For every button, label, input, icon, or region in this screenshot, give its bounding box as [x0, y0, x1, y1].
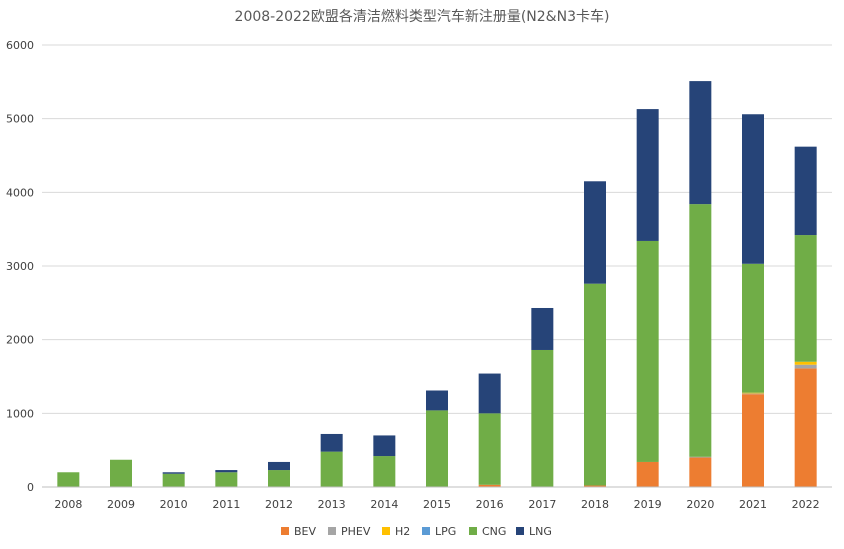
bar-segment-cng-2015 — [426, 410, 448, 487]
legend-label-h2: H2 — [395, 525, 410, 538]
legend-swatch-lpg — [422, 527, 430, 535]
x-tick-label: 2014 — [370, 498, 398, 511]
bar-segment-h2-2021 — [742, 392, 764, 394]
legend-label-lpg: LPG — [435, 525, 456, 538]
y-tick-label: 2000 — [6, 334, 34, 347]
bar-segment-cng-2009 — [110, 459, 132, 487]
x-tick-label: 2010 — [160, 498, 188, 511]
y-tick-label: 6000 — [6, 39, 34, 52]
bar-segment-bev-2018 — [584, 485, 606, 487]
bar-segment-cng-2012 — [268, 470, 290, 487]
bar-segment-lng-2016 — [478, 373, 501, 414]
legend-swatch-phev — [328, 527, 336, 535]
bar-segment-bev-2019 — [636, 461, 659, 487]
x-tick-label: 2011 — [212, 498, 240, 511]
chart-title: 2008-2022欧盟各清洁燃料类型汽车新注册量(N2&N3卡车) — [235, 8, 610, 25]
bar-segment-phev-2022 — [794, 364, 817, 369]
bar-segment-cng-2021 — [742, 263, 764, 393]
legend-swatch-h2 — [382, 527, 390, 535]
bar-segment-cng-2016 — [478, 413, 501, 485]
y-tick-label: 4000 — [6, 186, 34, 199]
bar-segment-lng-2012 — [268, 461, 290, 471]
bar-segment-cng-2018 — [584, 283, 606, 486]
legend-swatch-lng — [516, 527, 524, 535]
y-tick-label: 3000 — [6, 260, 34, 273]
legend: BEV PHEV H2 LPG CNG LNG — [281, 525, 552, 538]
bar-segment-cng-2010 — [162, 473, 185, 487]
x-tick-label: 2015 — [423, 498, 451, 511]
gridlines — [42, 44, 832, 414]
bar-segment-lng-2015 — [426, 390, 448, 411]
bar-segment-bev-2021 — [742, 394, 764, 487]
legend-swatch-bev — [281, 527, 289, 535]
x-tick-label: 2018 — [581, 498, 609, 511]
x-tick-label: 2016 — [476, 498, 504, 511]
bar-segment-cng-2011 — [215, 472, 238, 487]
bar-segment-cng-2017 — [531, 349, 554, 487]
bar-segment-cng-2020 — [689, 204, 712, 457]
x-tick-label: 2009 — [107, 498, 135, 511]
bar-segment-lng-2010 — [162, 472, 185, 474]
x-axis-ticks: 2008 2009 2010 2011 2012 2013 2014 2015 2016 2017… — [54, 498, 819, 511]
bars — [57, 81, 817, 487]
bar-segment-cng-2008 — [57, 472, 80, 487]
bar-segment-lng-2014 — [373, 435, 396, 457]
x-tick-label: 2013 — [318, 498, 346, 511]
x-tick-label: 2008 — [54, 498, 82, 511]
y-axis-ticks: 0 1000 2000 3000 4000 5000 6000 — [6, 39, 34, 494]
bar-segment-cng-2022 — [794, 235, 817, 362]
bar-segment-bev-2022 — [794, 368, 817, 487]
bar-segment-lng-2020 — [689, 81, 712, 205]
bar-segment-cng-2019 — [636, 240, 659, 462]
bar-segment-lng-2021 — [742, 114, 764, 264]
y-tick-label: 1000 — [6, 407, 34, 420]
bar-segment-lng-2018 — [584, 181, 606, 284]
bar-segment-phev-2020 — [689, 456, 712, 458]
bar-segment-bev-2020 — [689, 457, 712, 487]
bar-segment-lng-2017 — [531, 307, 554, 350]
bar-segment-cng-2013 — [320, 451, 343, 487]
x-tick-label: 2019 — [634, 498, 662, 511]
legend-label-lng: LNG — [529, 525, 552, 538]
bar-segment-lng-2019 — [636, 109, 659, 241]
y-tick-label: 5000 — [6, 113, 34, 126]
legend-label-cng: CNG — [482, 525, 506, 538]
bar-segment-h2-2022 — [794, 361, 817, 365]
bar-segment-lng-2011 — [215, 470, 238, 473]
x-tick-label: 2021 — [739, 498, 767, 511]
y-tick-label: 0 — [27, 481, 34, 494]
x-tick-label: 2020 — [686, 498, 714, 511]
legend-swatch-cng — [469, 527, 477, 535]
x-tick-label: 2012 — [265, 498, 293, 511]
bar-segment-lng-2022 — [794, 146, 817, 236]
bar-segment-phev-2021 — [742, 393, 764, 395]
bar-segment-bev-2016 — [478, 484, 501, 487]
legend-label-phev: PHEV — [341, 525, 371, 538]
bar-segment-cng-2014 — [373, 456, 396, 487]
legend-label-bev: BEV — [294, 525, 316, 538]
x-tick-label: 2017 — [528, 498, 556, 511]
x-tick-label: 2022 — [792, 498, 820, 511]
bar-segment-lng-2013 — [320, 433, 343, 452]
